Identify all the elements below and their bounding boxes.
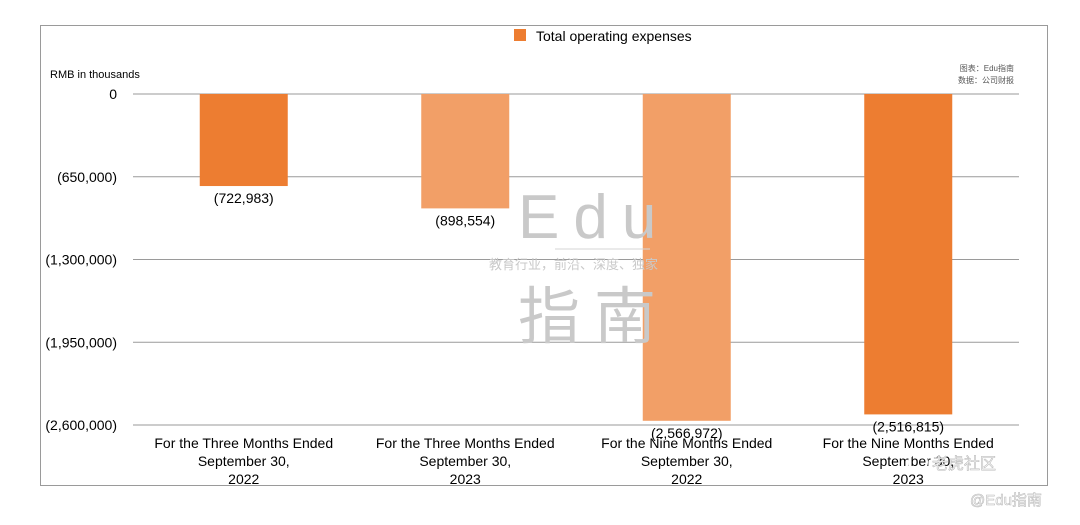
y-tick-label: (2,600,000) (45, 417, 117, 433)
legend: Total operating expenses (514, 28, 692, 44)
tiger-logo-icon (908, 452, 928, 472)
watermark: Edu 教育行业，前沿、深度、独家 指南 (489, 183, 670, 352)
y-tick-label: (650,000) (57, 169, 117, 185)
bar (421, 94, 510, 209)
corner-watermark: 老虎社区 @Edu指南 (908, 452, 1042, 509)
x-category-label: For the Nine Months Ended (601, 435, 772, 451)
bar-value-label: (722,983) (214, 190, 274, 206)
source-chart-credit: 图表：Edu指南 (960, 63, 1014, 73)
x-category-label: 2023 (893, 471, 924, 487)
x-category-label: 2022 (671, 471, 702, 487)
bar (199, 94, 288, 187)
x-category-label: September 30, (641, 453, 733, 469)
watermark-tagline: 教育行业，前沿、深度、独家 (489, 257, 658, 272)
watermark-zhinan: 指南 (518, 283, 670, 352)
bar-value-label: (898,554) (435, 212, 495, 228)
x-axis-categories: For the Three Months Ended September 30, 2… (154, 435, 993, 487)
source-data-credit: 数据：公司财报 (958, 75, 1014, 85)
data-labels: (722,983) (898,554) (2,566,972) (2,516,815) (214, 190, 944, 441)
corner-handle: @Edu指南 (970, 492, 1042, 509)
x-category-label: For the Three Months Ended (154, 435, 333, 451)
bars (199, 94, 953, 421)
legend-label: Total operating expenses (536, 28, 692, 44)
bar-value-label: (2,566,972) (651, 425, 723, 441)
bar-value-label: (2,516,815) (872, 418, 944, 434)
y-tick-label: (1,300,000) (45, 252, 117, 268)
bar (864, 94, 953, 415)
x-category-label: 2023 (450, 471, 481, 487)
x-category-label: For the Nine Months Ended (823, 435, 994, 451)
source-note: 图表：Edu指南 数据：公司财报 (958, 63, 1014, 85)
y-tick-label: (1,950,000) (45, 334, 117, 350)
bar (642, 94, 731, 421)
x-category-label: For the Three Months Ended (376, 435, 555, 451)
y-axis-ticks: 0 (650,000) (1,300,000) (1,950,000) (2,600,0… (45, 86, 117, 433)
x-category-label: 2022 (228, 471, 259, 487)
y-tick-label: 0 (109, 86, 117, 102)
x-category-label: September 30, (419, 453, 511, 469)
watermark-edu: Edu (518, 183, 670, 252)
y-axis-unit-label: RMB in thousands (50, 69, 140, 81)
legend-swatch (514, 29, 526, 41)
x-category-label: September 30, (198, 453, 290, 469)
corner-brand: 老虎社区 (932, 455, 996, 473)
